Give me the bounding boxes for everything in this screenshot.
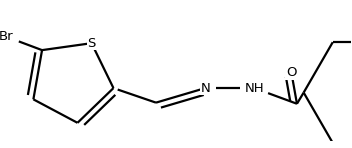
Text: N: N [200, 82, 210, 95]
Text: NH: NH [245, 82, 264, 95]
Text: Br: Br [0, 30, 14, 43]
Text: O: O [286, 66, 297, 79]
Text: S: S [87, 37, 96, 50]
